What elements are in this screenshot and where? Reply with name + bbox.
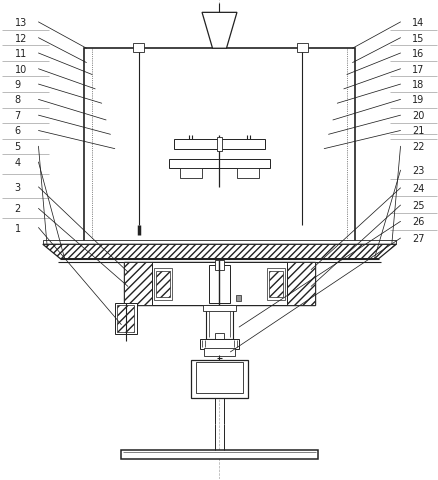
- Bar: [154, 269, 171, 300]
- Text: 14: 14: [411, 18, 424, 28]
- Text: 11: 11: [14, 49, 27, 59]
- Text: 2: 2: [14, 204, 21, 214]
- Bar: [208, 265, 230, 303]
- Bar: [204, 348, 234, 356]
- Bar: [152, 263, 286, 306]
- Text: 16: 16: [411, 49, 424, 59]
- Bar: [123, 263, 152, 306]
- Bar: [215, 261, 223, 270]
- Bar: [236, 295, 241, 301]
- Text: 15: 15: [411, 34, 424, 44]
- Bar: [173, 140, 265, 149]
- Bar: [286, 263, 315, 306]
- Bar: [297, 44, 307, 53]
- Bar: [123, 263, 315, 306]
- Text: 8: 8: [14, 95, 21, 105]
- Text: 12: 12: [14, 34, 27, 44]
- Text: 25: 25: [411, 201, 424, 211]
- Text: 18: 18: [411, 80, 424, 90]
- Bar: [267, 269, 284, 300]
- Text: 1: 1: [14, 223, 21, 233]
- Text: 5: 5: [14, 142, 21, 152]
- Bar: [115, 303, 136, 335]
- Polygon shape: [201, 13, 237, 49]
- Text: 24: 24: [411, 183, 424, 193]
- Bar: [117, 306, 134, 332]
- Bar: [169, 160, 269, 168]
- Bar: [202, 305, 236, 312]
- Text: 27: 27: [411, 234, 424, 243]
- Bar: [199, 339, 239, 349]
- Bar: [216, 137, 222, 152]
- Text: 26: 26: [411, 217, 424, 227]
- Text: 9: 9: [14, 80, 21, 90]
- Text: 6: 6: [14, 126, 21, 136]
- Polygon shape: [43, 245, 395, 259]
- Bar: [180, 168, 201, 179]
- Bar: [268, 271, 283, 298]
- Bar: [215, 334, 223, 339]
- Bar: [121, 450, 317, 458]
- Bar: [84, 49, 354, 245]
- Text: 13: 13: [14, 18, 27, 28]
- Text: 22: 22: [411, 142, 424, 152]
- Text: 20: 20: [411, 111, 424, 121]
- Text: 19: 19: [411, 95, 424, 105]
- Text: 17: 17: [411, 65, 424, 74]
- Text: 7: 7: [14, 111, 21, 121]
- Bar: [133, 44, 144, 53]
- Bar: [191, 360, 247, 398]
- Text: 4: 4: [14, 158, 21, 168]
- Bar: [43, 240, 395, 245]
- Bar: [206, 306, 232, 339]
- Text: 10: 10: [14, 65, 27, 74]
- Bar: [196, 362, 242, 393]
- Text: 21: 21: [411, 126, 424, 136]
- Text: 3: 3: [14, 182, 21, 192]
- Bar: [237, 168, 258, 179]
- Text: 23: 23: [411, 166, 424, 176]
- Bar: [155, 271, 170, 298]
